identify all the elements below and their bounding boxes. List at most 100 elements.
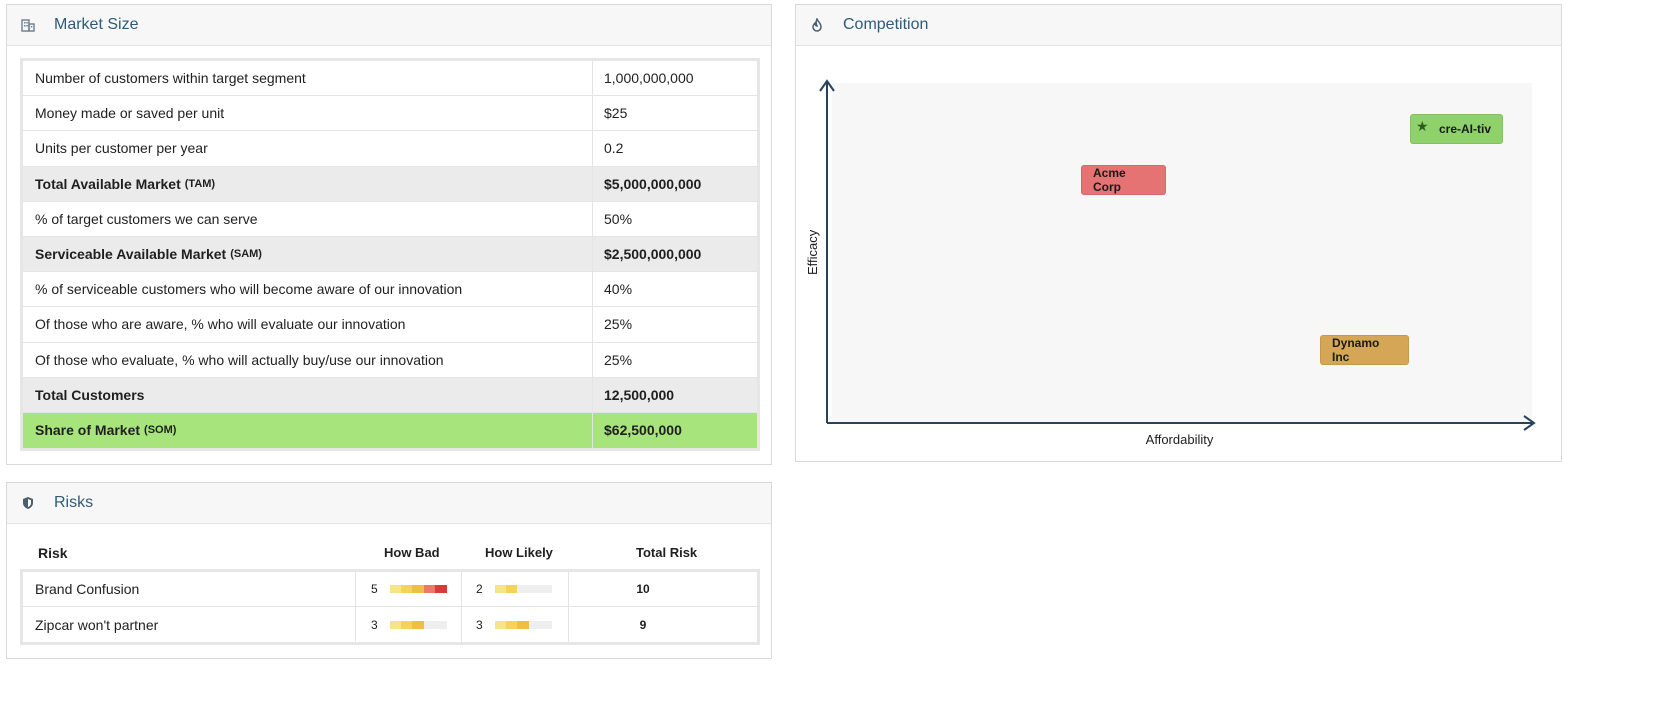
market-row-label: Of those who are aware, % who will evalu… xyxy=(23,307,593,342)
market-row-label: Of those who evaluate, % who will actual… xyxy=(23,342,593,377)
meter-segment xyxy=(528,620,541,629)
risk-column-header: Risk xyxy=(38,545,68,561)
market-row: Money made or saved per unit $25 xyxy=(23,96,757,132)
total-risk-column-header: Total Risk xyxy=(636,545,698,560)
risks-title: Risks xyxy=(54,494,94,511)
meter-segment xyxy=(494,620,507,629)
how-likely-value: 2 xyxy=(476,582,483,596)
market-row: % of target customers we can serve 50% xyxy=(23,201,757,237)
market-row-label: % of serviceable customers who will beco… xyxy=(23,272,593,307)
how-bad-value: 5 xyxy=(371,582,378,596)
meter-segment xyxy=(412,620,424,629)
market-row-label: % of target customers we can serve xyxy=(23,201,593,236)
competition-axes xyxy=(819,79,1536,431)
meter-segment xyxy=(401,585,413,593)
market-row-label-text: Total Customers xyxy=(35,386,145,403)
market-row-label: Total Available Market (TAM) xyxy=(23,166,593,201)
meter-segment xyxy=(435,620,447,629)
competition-title: Competition xyxy=(843,16,929,33)
meter-segment xyxy=(401,620,413,629)
risks-header: Risks xyxy=(7,483,771,524)
market-row-label: Serviceable Available Market (SAM) xyxy=(23,236,593,272)
meter-segment xyxy=(540,585,552,593)
market-row-label-text: % of target customers we can serve xyxy=(35,210,258,227)
how-likely-value: 3 xyxy=(476,617,483,632)
risks-table: Brand Confusion 5 2 10 Zipcar won't partner 3… xyxy=(20,569,760,645)
how-bad-cell: 3 xyxy=(356,607,462,642)
meter-segment xyxy=(412,585,424,593)
risk-row: Brand Confusion 5 2 10 xyxy=(23,572,757,607)
how-likely-cell: 3 xyxy=(462,607,569,642)
market-row-value: $5,000,000,000 xyxy=(604,175,702,192)
how-bad-column-header: How Bad xyxy=(384,545,440,560)
market-row-label: Units per customer per year xyxy=(23,131,593,166)
market-row-label-text: Of those who evaluate, % who will actual… xyxy=(35,351,444,368)
risk-name: Brand Confusion xyxy=(23,572,356,606)
market-size-title: Market Size xyxy=(54,16,139,33)
meter-segment xyxy=(517,585,529,593)
market-row-value: 40% xyxy=(604,281,633,298)
market-row-label-text: Money made or saved per unit xyxy=(35,105,225,122)
competitor-acme-corp: Acme Corp xyxy=(1081,165,1166,195)
market-row-label: Money made or saved per unit xyxy=(23,96,593,131)
meter-segment xyxy=(540,620,552,629)
market-row-value: $2,500,000,000 xyxy=(604,246,702,263)
market-row-value: $25 xyxy=(604,105,628,122)
market-row-abbr: (SOM) xyxy=(144,424,177,437)
shield-icon xyxy=(20,495,36,511)
market-row-value: 25% xyxy=(604,316,633,333)
risks-panel: Risks Risk How Bad How Likely Total Risk… xyxy=(6,482,772,659)
how-likely-cell: 2 xyxy=(462,572,569,606)
meter-segment xyxy=(389,585,402,593)
market-row-label-text: Number of customers within target segmen… xyxy=(35,70,306,87)
market-row-label-text: Total Available Market xyxy=(35,175,181,192)
market-row-label-text: Of those who are aware, % who will evalu… xyxy=(35,316,406,333)
competitor-cre-ai-tiv: ★ cre-AI-tiv xyxy=(1410,114,1503,144)
how-bad-meter xyxy=(389,620,447,629)
market-size-table: Number of customers within target segmen… xyxy=(20,58,760,452)
risk-name: Zipcar won't partner xyxy=(23,607,356,642)
market-row-value: $62,500,000 xyxy=(604,422,682,439)
market-row-label-text: Share of Market xyxy=(35,422,141,439)
market-row-abbr: (SAM) xyxy=(230,248,262,261)
market-size-header: Market Size xyxy=(7,5,771,46)
market-row-value: 50% xyxy=(604,210,633,227)
total-risk-value: 10 xyxy=(636,582,650,596)
star-icon: ★ xyxy=(1416,118,1429,134)
meter-segment xyxy=(506,620,518,629)
market-row: Number of customers within target segmen… xyxy=(23,61,757,97)
competitor-name: cre-AI-tiv xyxy=(1438,122,1491,136)
meter-segment xyxy=(423,585,436,593)
market-row-value: 12,500,000 xyxy=(604,386,675,403)
how-likely-column-header: How Likely xyxy=(485,545,553,560)
competition-panel: Competition Efficacy Affordability Acme … xyxy=(795,4,1562,462)
how-bad-meter xyxy=(389,585,447,593)
meter-segment xyxy=(517,620,529,629)
meter-segment xyxy=(435,585,447,593)
risk-row: Zipcar won't partner 3 3 9 xyxy=(23,607,757,642)
market-row: Of those who are aware, % who will evalu… xyxy=(23,307,757,343)
market-row-value: 25% xyxy=(604,351,633,368)
meter-segment xyxy=(494,585,507,593)
market-row-label: Number of customers within target segmen… xyxy=(23,61,593,96)
market-row-value: 0.2 xyxy=(604,140,624,157)
market-row: Of those who evaluate, % who will actual… xyxy=(23,342,757,378)
market-row-label-text: Serviceable Available Market xyxy=(35,246,227,263)
market-row-label-text: % of serviceable customers who will beco… xyxy=(35,281,463,298)
market-row-label: Share of Market (SOM) xyxy=(23,412,593,449)
market-row: Total Customers 12,500,000 xyxy=(23,377,757,413)
total-risk-value: 9 xyxy=(639,617,647,632)
competition-header: Competition xyxy=(796,5,1561,46)
market-size-panel: Market Size Number of customers within t… xyxy=(6,4,772,465)
meter-segment xyxy=(423,620,436,629)
x-axis-label: Affordability xyxy=(1145,432,1214,447)
market-row: Serviceable Available Market (SAM) $2,500,… xyxy=(23,236,757,273)
market-row: Units per customer per year 0.2 xyxy=(23,131,757,167)
how-likely-meter xyxy=(494,585,552,593)
market-row-abbr: (TAM) xyxy=(184,177,216,190)
market-row: Share of Market (SOM) $62,500,000 xyxy=(23,412,757,449)
meter-segment xyxy=(389,620,402,629)
meter-segment xyxy=(528,585,541,593)
market-row-label-text: Units per customer per year xyxy=(35,140,208,157)
market-row-value: 1,000,000,000 xyxy=(604,70,694,87)
